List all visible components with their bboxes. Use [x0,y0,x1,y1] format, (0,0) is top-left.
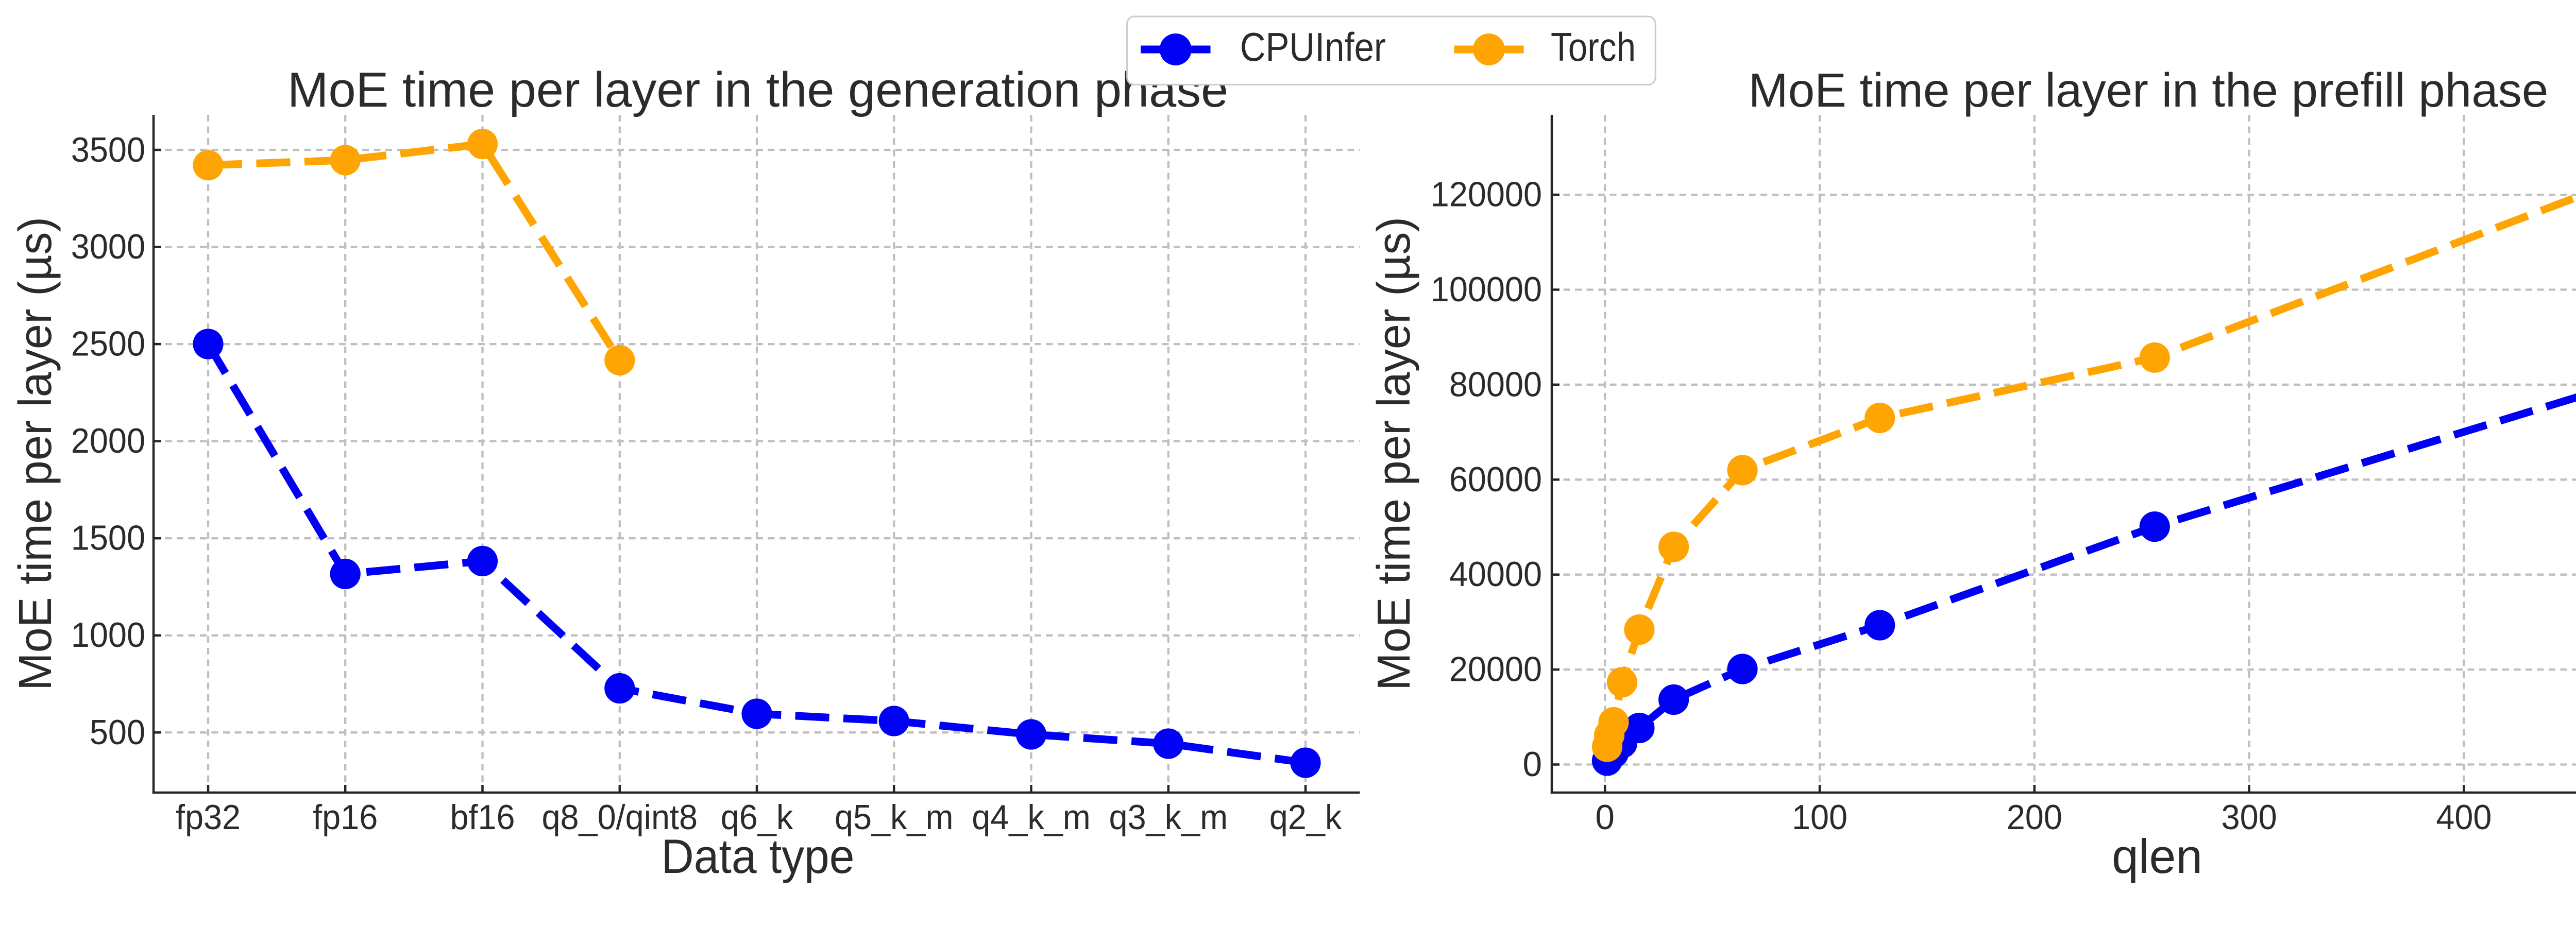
svg-text:60000: 60000 [1449,460,1542,499]
svg-text:400: 400 [2436,798,2492,837]
svg-text:0: 0 [1522,745,1542,784]
svg-text:0: 0 [1595,798,1615,837]
svg-text:20000: 20000 [1449,650,1542,689]
svg-text:500: 500 [90,713,145,752]
svg-text:1000: 1000 [71,616,145,655]
svg-text:300: 300 [2222,798,2277,837]
svg-text:MoE time per layer (µs): MoE time per layer (µs) [10,217,61,691]
svg-text:80000: 80000 [1449,365,1542,404]
svg-text:Data type: Data type [662,829,855,883]
svg-text:qlen: qlen [2112,829,2202,883]
svg-text:3500: 3500 [71,131,145,169]
svg-text:q6_k: q6_k [721,798,793,837]
svg-text:120000: 120000 [1431,176,1542,214]
svg-text:100: 100 [1792,798,1848,837]
svg-text:2500: 2500 [71,325,145,364]
svg-text:MoE time per layer (µs): MoE time per layer (µs) [1368,217,1420,691]
svg-text:40000: 40000 [1449,555,1542,594]
svg-text:Torch: Torch [1551,24,1636,70]
svg-text:fp32: fp32 [176,798,241,837]
svg-text:q4_k_m: q4_k_m [972,798,1091,837]
svg-text:3000: 3000 [71,228,145,266]
svg-text:1500: 1500 [71,519,145,558]
svg-text:2000: 2000 [71,422,145,460]
svg-text:q8_0/qint8: q8_0/qint8 [542,798,698,837]
svg-text:q5_k_m: q5_k_m [835,798,954,837]
svg-text:fp16: fp16 [313,798,378,837]
svg-text:MoE time per layer in the gene: MoE time per layer in the generation pha… [287,63,1228,117]
svg-text:q2_k: q2_k [1269,798,1342,837]
svg-text:bf16: bf16 [450,798,515,837]
svg-text:100000: 100000 [1431,270,1542,309]
svg-text:200: 200 [2007,798,2062,837]
svg-text:CPUInfer: CPUInfer [1240,24,1386,70]
svg-text:q3_k_m: q3_k_m [1109,798,1228,837]
svg-text:MoE time per layer in the pref: MoE time per layer in the prefill phase [1749,63,2549,117]
